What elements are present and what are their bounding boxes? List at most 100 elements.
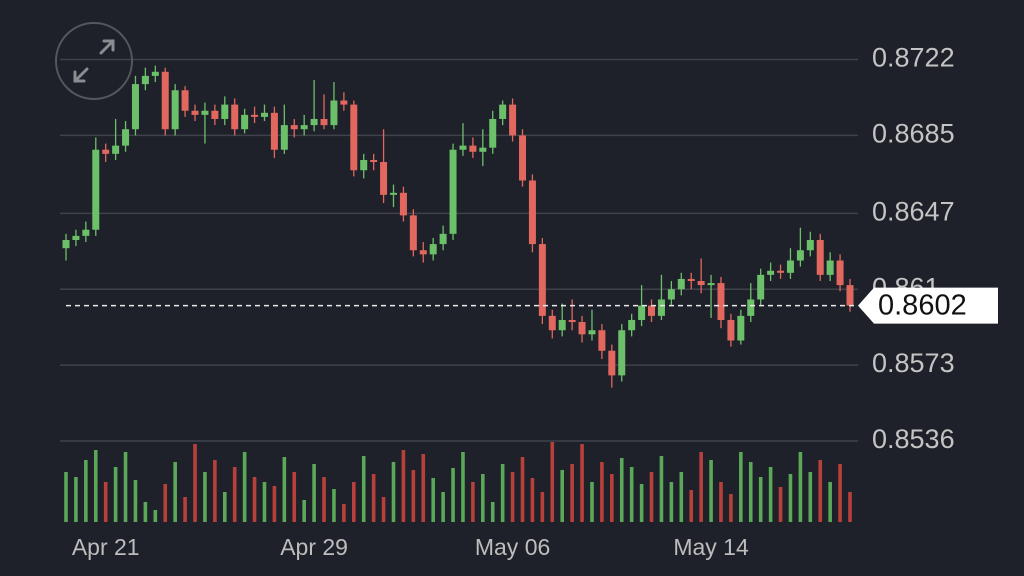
grid	[60, 58, 858, 442]
volume-bar	[421, 454, 426, 522]
candle-body	[737, 315, 745, 341]
volume-bar	[689, 490, 694, 522]
y-tick-label: 0.8647	[872, 196, 955, 226]
volume-bar	[768, 467, 773, 522]
volume-bar	[133, 480, 138, 522]
y-tick-label: 0.8573	[872, 348, 955, 378]
volume-bar	[252, 477, 257, 522]
volume-bar	[173, 462, 177, 522]
candle-body	[171, 90, 179, 130]
candle-body	[707, 283, 715, 286]
volume-bar	[550, 442, 555, 522]
volume-bar	[213, 460, 217, 522]
candle-body	[380, 162, 388, 195]
candle-body	[62, 239, 70, 249]
expand-button[interactable]	[55, 22, 133, 100]
candle-body	[459, 145, 467, 150]
candle-body	[92, 149, 100, 230]
y-tick-label: 0.8722	[872, 43, 955, 73]
volume-bar	[262, 482, 267, 522]
volume-bar	[778, 487, 783, 522]
candle-body	[568, 319, 576, 323]
candle-body	[757, 274, 765, 300]
volume-bar	[351, 482, 356, 522]
volume-bar	[500, 464, 505, 522]
x-tick-label: Apr 21	[72, 534, 140, 560]
volume-bar	[619, 458, 624, 522]
candle-body	[826, 260, 834, 275]
candle-body	[131, 84, 139, 130]
volume-bar	[679, 472, 684, 522]
volume-bar	[193, 444, 197, 522]
candle-body	[558, 319, 566, 331]
volume-bar	[481, 474, 485, 522]
volume-bar	[322, 477, 326, 522]
volume-bar	[163, 484, 168, 522]
volume-bar	[64, 472, 68, 522]
candle-body	[816, 239, 824, 275]
volume-bar	[758, 477, 763, 522]
volume-bar	[600, 462, 604, 522]
candle-body	[687, 278, 695, 282]
volume-bar	[560, 470, 565, 522]
candle-body	[806, 239, 814, 251]
x-tick-label: May 14	[673, 534, 749, 560]
candle-body	[747, 299, 755, 316]
volume-bar	[808, 472, 813, 522]
volume-bar	[103, 482, 108, 522]
candle-body	[360, 159, 368, 171]
candle-body	[796, 250, 804, 261]
volume-bar	[84, 460, 88, 522]
candle-body	[648, 305, 656, 316]
candle-body	[191, 110, 199, 115]
candle-body	[578, 322, 586, 335]
volume-bar	[669, 482, 674, 522]
candle-body	[528, 180, 536, 245]
volume-bar	[570, 464, 574, 522]
candle-body	[241, 114, 249, 130]
volume-bar	[74, 477, 78, 522]
volume-bar	[649, 472, 654, 522]
volume-bar	[838, 464, 842, 522]
candle-body	[439, 233, 447, 245]
volume-bar	[361, 456, 366, 522]
volume-bar	[580, 444, 584, 522]
candle-body	[618, 330, 626, 376]
volume-bar	[818, 460, 823, 522]
candle-body	[201, 110, 209, 115]
candles	[62, 65, 854, 388]
volume-bar	[232, 467, 237, 522]
volume-bar	[530, 478, 535, 522]
candle-body	[667, 289, 675, 300]
volume-bar	[292, 472, 297, 522]
candle-body	[489, 118, 497, 148]
candle-body	[310, 118, 318, 126]
candle-body	[290, 125, 298, 130]
candle-body	[499, 104, 507, 119]
candle-body	[469, 145, 477, 152]
candle-body	[320, 118, 328, 126]
candle-body	[479, 147, 487, 152]
candle-body	[697, 281, 705, 286]
candle-body	[598, 330, 606, 351]
volume-bar	[828, 482, 832, 522]
candle-body	[548, 315, 556, 331]
volume-bar	[411, 470, 416, 522]
y-tick-label: 0.8536	[872, 424, 955, 454]
volume-bars	[64, 442, 852, 522]
candle-body	[260, 112, 268, 117]
candle-body	[102, 149, 110, 154]
volume-bar	[748, 462, 753, 522]
volume-bar	[93, 450, 98, 522]
volume-bar	[739, 452, 743, 522]
volume-bar	[371, 474, 376, 522]
candle-body	[677, 278, 685, 290]
candle-body	[767, 270, 775, 275]
candle-body	[300, 125, 308, 130]
volume-bar	[639, 484, 644, 522]
candle-body	[638, 305, 646, 320]
candle-body	[846, 285, 854, 306]
volume-bar	[113, 467, 118, 522]
candle-body	[777, 270, 785, 273]
